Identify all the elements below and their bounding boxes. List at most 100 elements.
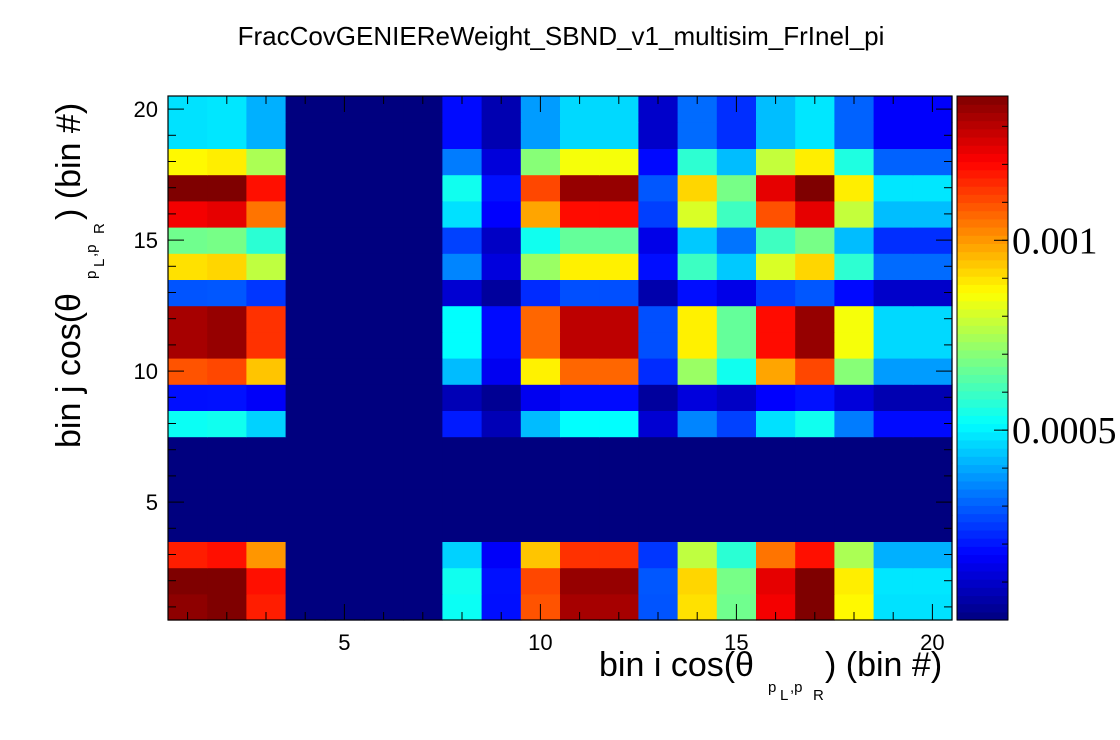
x-axis-label-sub-p2: ,p [790,679,803,696]
heatmap-cell-12-13 [599,279,639,307]
heatmap-cell-14-5 [677,489,718,516]
heatmap-cell-6-6 [364,462,404,490]
x-axis-label: bin i cos(θ p L ,p R ) (bin #) [599,646,942,704]
heatmap-cell-2-12 [207,305,247,333]
heatmap-cell-6-13 [364,279,404,307]
heatmap-cell-5-6 [324,462,365,490]
colorbar-segment [957,374,1008,384]
heatmap-cell-19-17 [873,174,914,202]
heatmap-cell-6-10 [364,358,404,385]
colorbar-segment [957,579,1008,588]
heatmap-cell-5-18 [324,148,365,176]
heatmap-cell-19-15 [873,227,914,254]
colorbar-segment [957,235,1008,244]
heatmap-cell-18-10 [834,358,875,385]
colorbar-segment [957,259,1008,269]
heatmap-cell-12-10 [599,358,639,385]
heatmap-cell-6-4 [364,515,404,542]
heatmap-cell-13-2 [638,567,679,595]
heatmap-cell-10-7 [520,436,561,464]
heatmap-cell-6-3 [364,541,404,569]
heatmap-cell-18-18 [834,148,875,176]
heatmap-cell-15-19 [716,122,757,149]
heatmap-cell-13-8 [638,410,679,438]
heatmap-cell-19-11 [873,331,914,359]
heatmap-cell-5-14 [324,253,365,280]
colorbar-segment [957,292,1008,302]
heatmap-cell-14-16 [677,200,718,228]
heatmap-cell-14-11 [677,331,718,359]
colorbar-segment [957,243,1008,253]
heatmap-cell-17-18 [795,148,835,176]
colorbar-segment [957,169,1008,179]
heatmap-cell-19-18 [873,148,914,176]
heatmap-cell-12-14 [599,253,639,280]
heatmap-cell-9-9 [481,384,522,411]
colorbar-segment [957,194,1008,204]
heatmap-cell-15-7 [716,436,757,464]
heatmap-cell-19-12 [873,305,914,333]
heatmap-cell-9-16 [481,200,522,228]
heatmap-cell-18-14 [834,253,875,280]
heatmap-cell-19-3 [873,541,914,569]
heatmap-cell-8-14 [442,253,483,280]
heatmap-cell-3-14 [246,253,287,280]
heatmap-cell-16-3 [756,541,796,569]
colorbar-segment [957,554,1008,564]
heatmap-cell-3-12 [246,305,287,333]
heatmap-cell-17-10 [795,358,835,385]
heatmap-cell-12-16 [599,200,639,228]
heatmap-cell-4-16 [285,200,326,228]
heatmap-cell-4-14 [285,253,326,280]
colorbar-segment [957,390,1008,400]
heatmap-cell-3-15 [246,227,287,254]
heatmap-cell-16-9 [756,384,796,411]
colorbar-segment [957,562,1008,572]
heatmap-cell-7-15 [403,227,443,254]
heatmap-cell-6-2 [364,567,404,595]
colorbar-segment [957,284,1008,294]
heatmap-cell-11-3 [560,541,600,569]
heatmap-cell-9-2 [481,567,522,595]
heatmap-cells [168,96,953,621]
heatmap-cell-9-8 [481,410,522,438]
colorbar-tick-label: 0.0005 [1012,410,1117,452]
heatmap-cell-6-14 [364,253,404,280]
heatmap-cell-4-7 [285,436,326,464]
colorbar-segment [957,96,1008,105]
heatmap-cell-18-15 [834,227,875,254]
colorbar-segment [957,587,1008,597]
heatmap-cell-18-19 [834,122,875,149]
heatmap-cell-9-13 [481,279,522,307]
heatmap-cell-18-17 [834,174,875,202]
heatmap-cell-4-4 [285,515,326,542]
heatmap-cell-8-3 [442,541,483,569]
heatmap-cell-8-18 [442,148,483,176]
colorbar-segment [957,603,1008,613]
colorbar-segment [957,341,1008,351]
x-tick-label: 20 [920,630,944,655]
heatmap-cell-14-6 [677,462,718,490]
heatmap-cell-16-17 [756,174,796,202]
heatmap-cell-3-5 [246,489,287,516]
heatmap-cell-2-10 [207,358,247,385]
colorbar-segment [957,267,1008,277]
heatmap-cell-5-4 [324,515,365,542]
heatmap-cell-12-4 [599,515,639,542]
colorbar-segment [957,300,1008,310]
heatmap-cell-17-14 [795,253,835,280]
x-axis-label-post: ) (bin #) [825,646,942,684]
heatmap-cell-19-13 [873,279,914,307]
heatmap-cell-11-9 [560,384,600,411]
heatmap-cell-13-10 [638,358,679,385]
heatmap-cell-2-15 [207,227,247,254]
heatmap-cell-11-15 [560,227,600,254]
heatmap-cell-2-13 [207,279,247,307]
heatmap-cell-15-15 [716,227,757,254]
colorbar-segment [957,595,1008,605]
heatmap-cell-13-12 [638,305,679,333]
plot-frame [167,95,953,621]
heatmap-cell-14-14 [677,253,718,280]
heatmap-cell-8-9 [442,384,483,411]
heatmap-cell-14-17 [677,174,718,202]
